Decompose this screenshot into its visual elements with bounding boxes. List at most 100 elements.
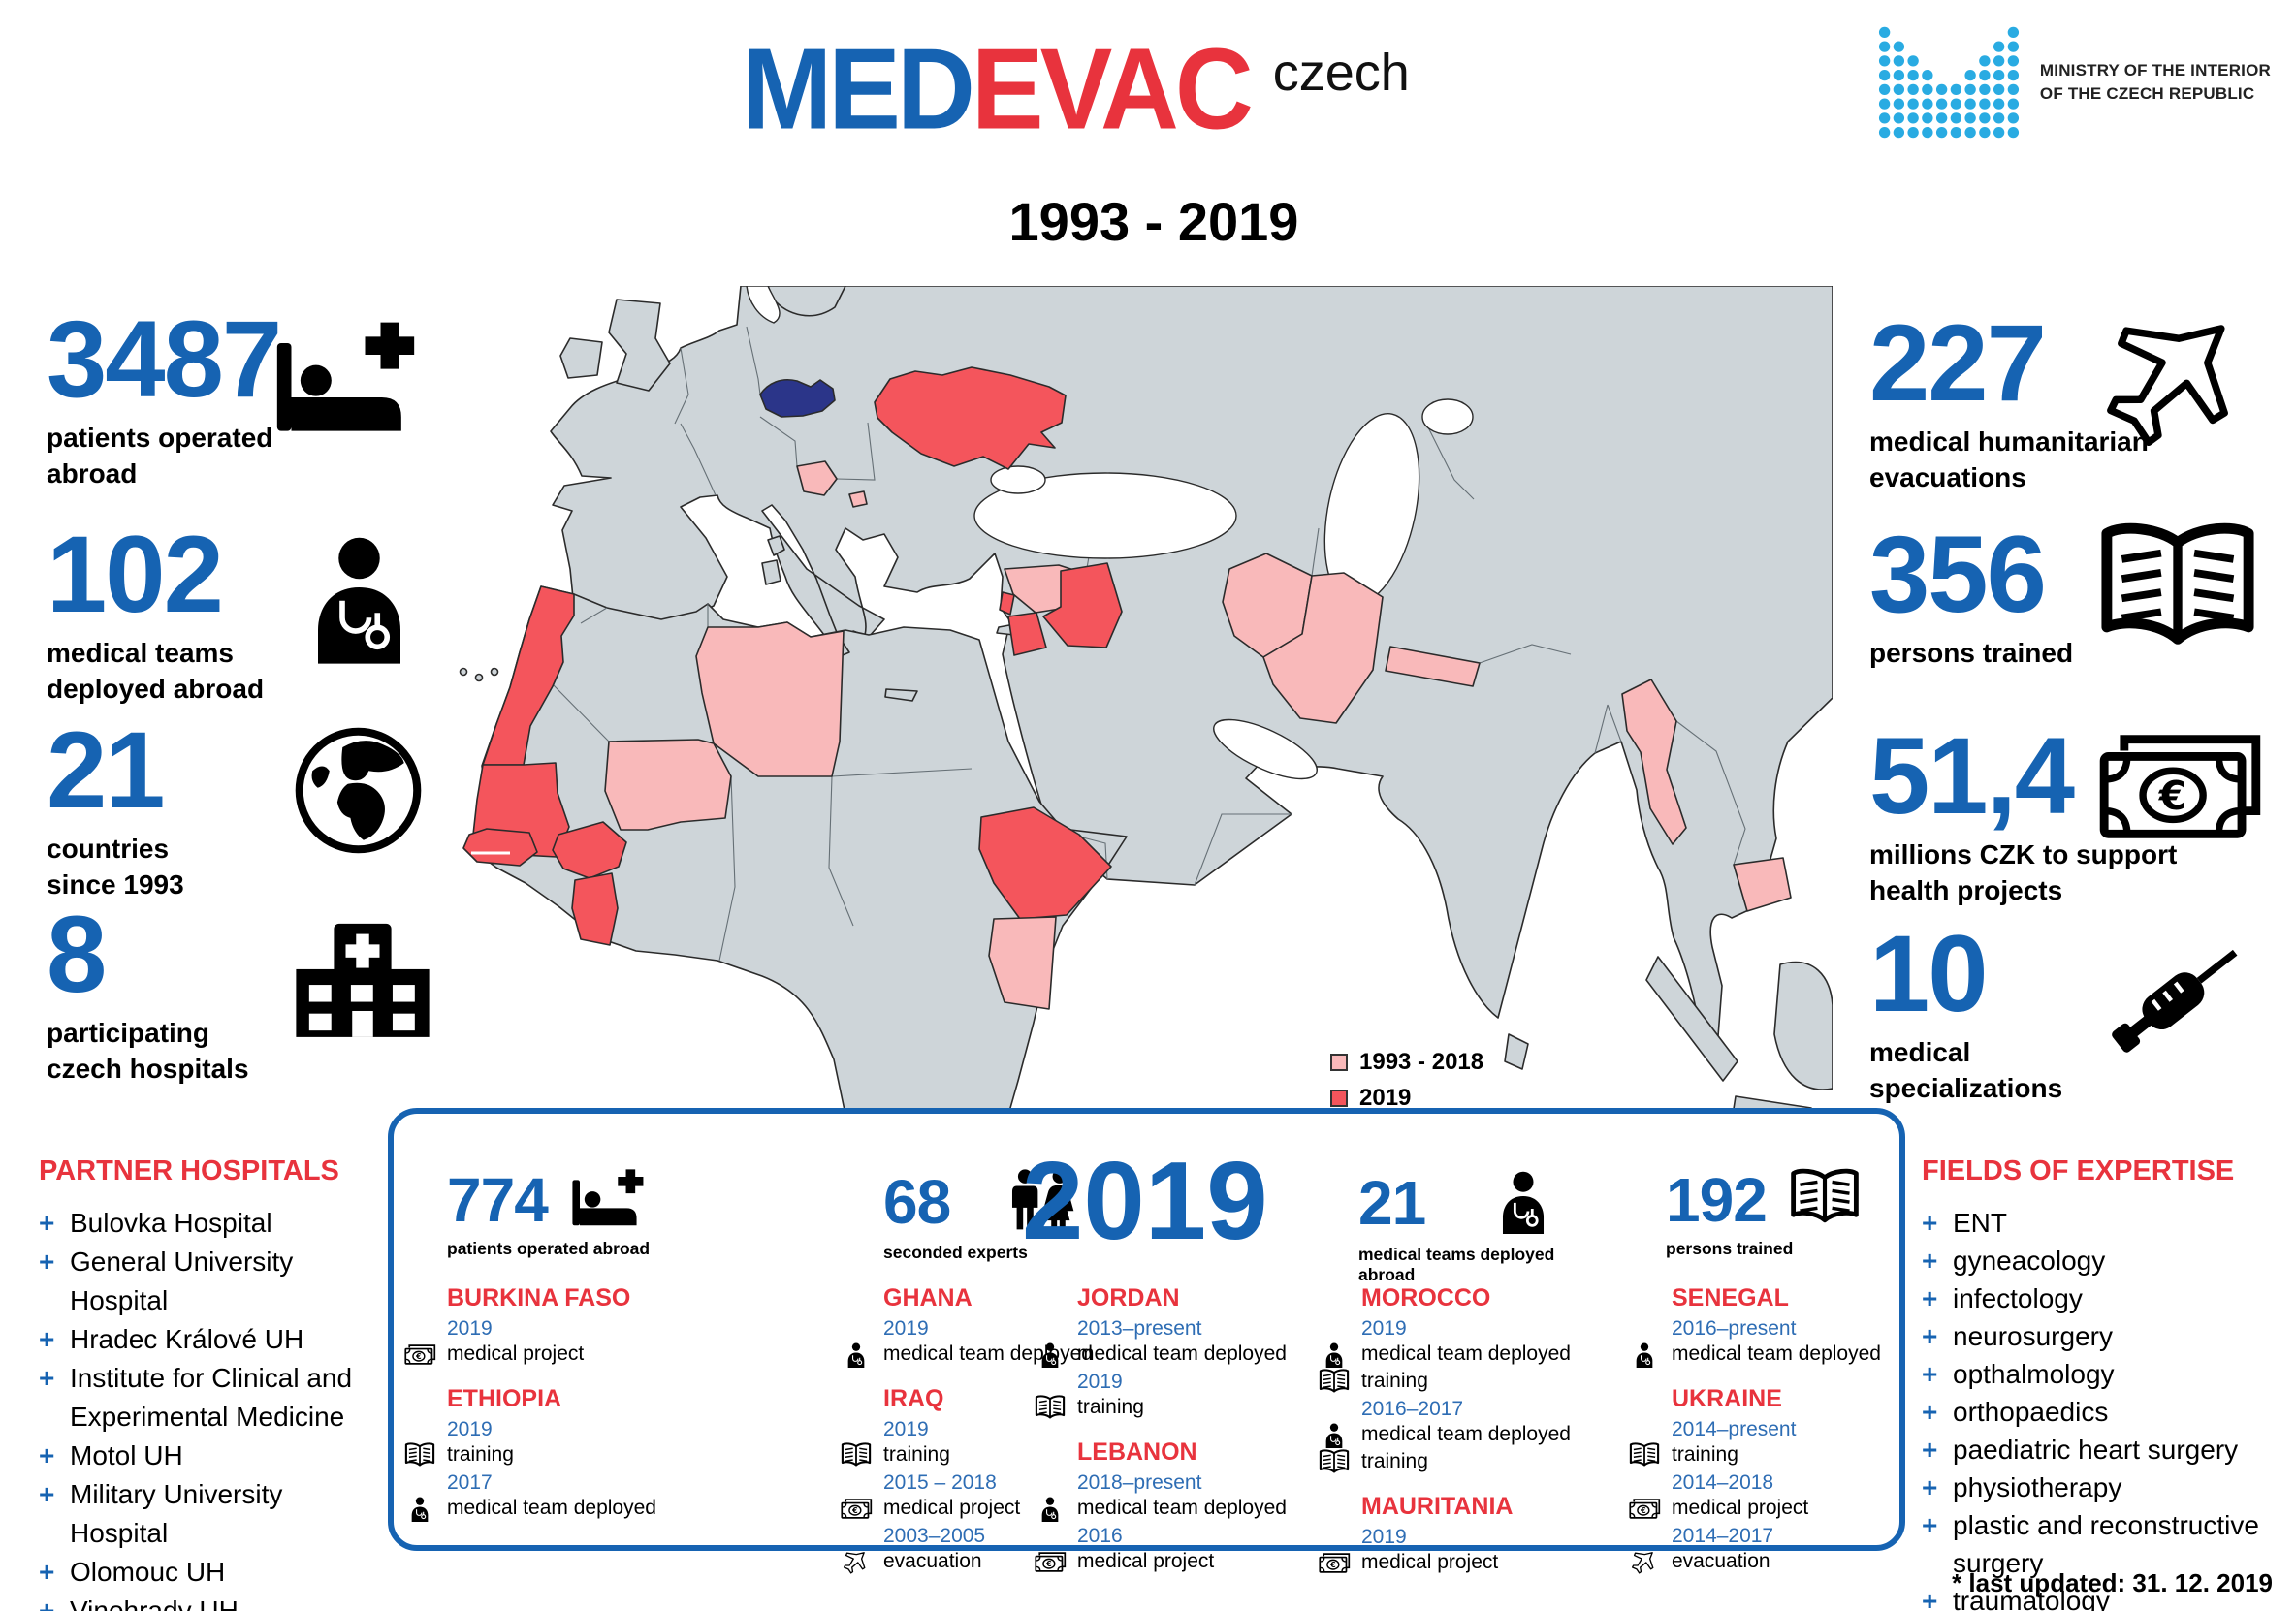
map-borders (553, 326, 1746, 962)
logo-czech: czech (1272, 44, 1410, 102)
hospital-name: Motol UH (70, 1440, 183, 1470)
event-year: 2014–present (1672, 1418, 1797, 1440)
stat-label: medical teams deployed abroad (1358, 1245, 1555, 1284)
book-icon (839, 1441, 874, 1469)
country-group-iraq: IRAQ 2019 training 2015 – 2018 medical p… (883, 1385, 1144, 1575)
plus-icon: + (39, 1479, 55, 1509)
plus-icon: + (39, 1440, 55, 1470)
list-item: + paediatric heart surgery (1922, 1431, 2290, 1469)
event-label: training (1361, 1370, 1428, 1392)
country-name: MOROCCO (1361, 1284, 1491, 1311)
bed-icon (565, 1168, 654, 1233)
list-item: + Military University Hospital (39, 1475, 388, 1553)
map-island-sumatra (1645, 956, 1738, 1082)
country-group-burkina-faso: BURKINA FASO 2019 medical project (447, 1284, 708, 1368)
event-year: 2003–2005 (883, 1525, 986, 1547)
event-label: training (1077, 1396, 1144, 1418)
event-label: training (883, 1443, 950, 1466)
panel-column-3: JORDAN 2013–present medical team deploye… (1033, 1284, 1338, 1575)
legend-label: 1993 - 2018 (1359, 1049, 1484, 1075)
stat-evacuations: 227 medical humanitarian evacuations (1869, 308, 2286, 495)
panel-stat-trained: 192 persons trained (1666, 1168, 1862, 1259)
map-island-corsica (767, 535, 785, 556)
stat-value: 3487 (47, 299, 282, 420)
country-group-lebanon: LEBANON 2018–present medical team deploy… (1077, 1438, 1338, 1575)
map-legend: 1993 - 2018 2019 (1330, 1049, 1483, 1121)
map-highlighted-countries (462, 366, 1792, 1010)
stat-medical-teams: 102 medical teams deployed abroad (47, 514, 463, 707)
country-name: SENEGAL (1672, 1284, 1789, 1311)
event-label: evacuation (883, 1550, 982, 1572)
map-country-cambodia (1733, 857, 1792, 912)
map-country-pakistan (1262, 572, 1384, 724)
country-name: BURKINA FASO (447, 1284, 631, 1311)
country-name: ETHIOPIA (447, 1385, 562, 1412)
map-country-kenya (988, 916, 1057, 1010)
ministry-dotted-m-icon (1878, 26, 2019, 139)
hospital-name: Vinohrady UH (70, 1595, 239, 1611)
stat-value: 21 (1358, 1167, 1426, 1238)
stat-value: 68 (883, 1166, 951, 1237)
list-item: + ENT (1922, 1204, 2290, 1242)
doctor-icon (402, 1495, 437, 1522)
plus-icon: + (1922, 1359, 1938, 1389)
map-island-sardinia (761, 559, 781, 585)
event-year: 2015 – 2018 (883, 1471, 997, 1494)
stat-value: 102 (47, 514, 224, 635)
stat-persons-trained: 356 persons trained (1869, 520, 2286, 672)
event-year: 2019 (1361, 1526, 1407, 1548)
stat-label: countries since 1993 (47, 834, 184, 900)
event-label: medical team deployed (1672, 1342, 1881, 1365)
legend-label: 2019 (1359, 1085, 1412, 1111)
panel-big-year: 2019 (1022, 1140, 1268, 1263)
country-name: GHANA (883, 1284, 973, 1311)
money-icon (2092, 722, 2265, 856)
stat-label: participating czech hospitals (47, 1018, 249, 1084)
map-country-bosnia (796, 460, 838, 496)
stat-value: 192 (1666, 1164, 1768, 1235)
event-label: training (1672, 1443, 1738, 1466)
plus-icon: + (1922, 1208, 1938, 1238)
plus-icon: + (1922, 1321, 1938, 1351)
list-item: + Motol UH (39, 1437, 388, 1475)
map-island-crete (884, 688, 918, 702)
doctor-icon (1033, 1341, 1068, 1368)
map-island-srilanka (1504, 1033, 1529, 1070)
event-label: evacuation (1672, 1550, 1770, 1572)
doctor-icon (1627, 1341, 1662, 1368)
field-name: neurosurgery (1953, 1321, 2113, 1351)
map-country-nepal (1385, 646, 1481, 687)
stat-czk-support: 51,4 millions CZK to support health proj… (1869, 721, 2286, 908)
plus-icon: + (1922, 1472, 1938, 1502)
ministry-name: MINISTRY OF THE INTERIOR OF THE CZECH RE… (2040, 59, 2271, 106)
doctor-icon (1317, 1341, 1352, 1368)
fields-of-expertise-list: + ENT + gyneacology + infectology + neurosur… (1922, 1204, 2290, 1611)
event-year: 2014–2017 (1672, 1525, 1774, 1547)
map-country-lebanon (999, 591, 1015, 616)
legend-swatch-red (1330, 1090, 1348, 1107)
map-country-czech-republic (759, 379, 836, 418)
ministry-line1: MINISTRY OF THE INTERIOR (2039, 61, 2271, 80)
event-label: medical project (447, 1342, 585, 1365)
doctor-icon (1493, 1168, 1553, 1239)
field-name: orthopaedics (1953, 1397, 2109, 1427)
event-label: medical team deployed (1077, 1497, 1287, 1519)
event-year: 2014–2018 (1672, 1471, 1774, 1494)
field-name: ENT (1953, 1208, 2007, 1238)
plus-icon: + (1922, 1510, 1938, 1540)
country-name: IRAQ (883, 1385, 944, 1412)
stat-hospitals: 8 participating czech hospitals (47, 900, 463, 1087)
map-country-ethiopia (978, 806, 1112, 920)
map-persian-gulf (1213, 718, 1318, 780)
stat-value: 10 (1869, 913, 1989, 1034)
map-canary-3 (490, 667, 499, 677)
country-name: UKRAINE (1672, 1385, 1782, 1412)
list-item: + orthopaedics (1922, 1393, 2290, 1431)
event-label: medical project (1077, 1550, 1215, 1572)
hospital-name: Military University Hospital (70, 1479, 283, 1548)
map-island-borneo (1773, 961, 1833, 1090)
event-label: medical project (1361, 1551, 1499, 1573)
country-name: JORDAN (1077, 1284, 1180, 1311)
list-item: + Hradec Králové UH (39, 1320, 388, 1359)
map-island-uk (608, 299, 671, 392)
